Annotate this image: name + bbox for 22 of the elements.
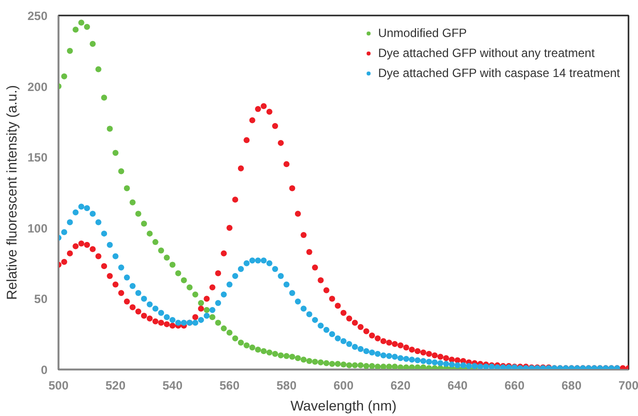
x-tick-label: 540	[162, 378, 183, 392]
x-tick-label: 700	[618, 378, 638, 392]
x-tick-label: 680	[561, 378, 582, 392]
legend-label: Dye attached GFP with caspase 14 treatment	[378, 66, 620, 80]
x-tick-label: 560	[219, 378, 240, 392]
y-tick-label: 100	[27, 221, 48, 236]
x-tick-label: 600	[333, 378, 354, 392]
x-tick-label: 640	[447, 378, 468, 392]
y-tick-label: 250	[27, 9, 48, 23]
x-tick-label: 660	[504, 378, 525, 392]
x-tick-label: 580	[276, 378, 297, 392]
x-axis-title: Wavelength (nm)	[290, 398, 397, 414]
y-axis-title: Relative fluorescent intensity (a.u.)	[3, 85, 20, 300]
y-tick-label: 50	[34, 292, 48, 306]
x-tick-label: 620	[390, 378, 411, 392]
x-tick-label: 520	[105, 378, 126, 392]
x-tick-label: 500	[48, 378, 69, 392]
y-tick-label: 200	[27, 80, 48, 94]
legend-label: Dye attached GFP without any treatment	[378, 46, 595, 60]
y-tick-label: 150	[27, 150, 48, 165]
legend-label: Unmodified GFP	[378, 26, 467, 40]
y-tick-label: 0	[40, 363, 48, 377]
